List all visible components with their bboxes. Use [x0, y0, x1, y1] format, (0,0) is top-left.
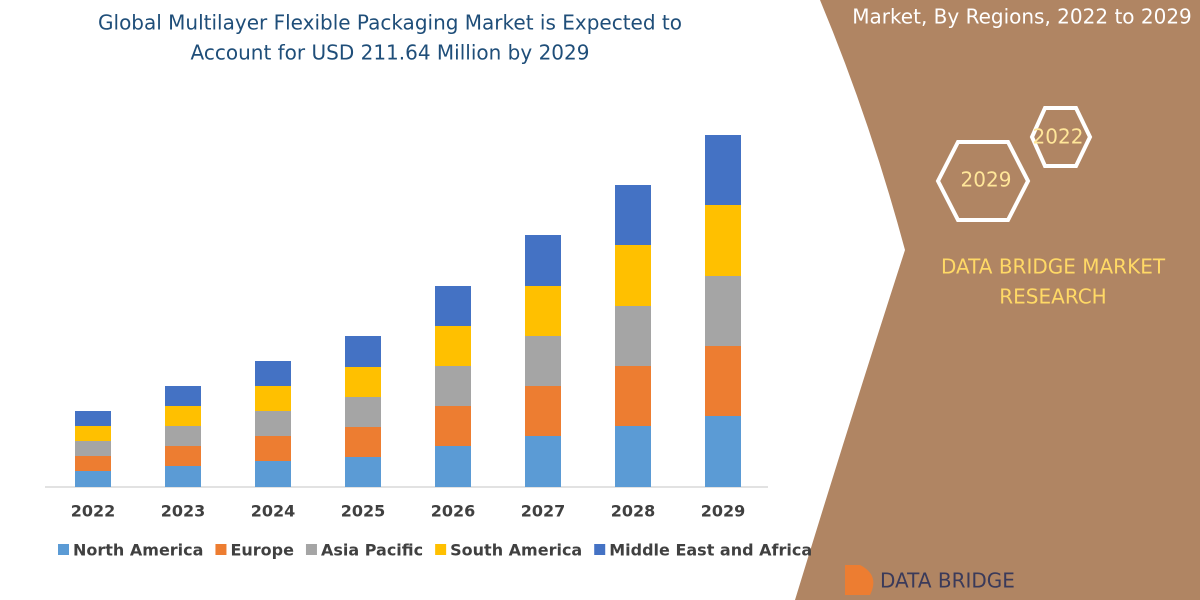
bar-segment	[165, 426, 201, 446]
legend-swatch	[58, 544, 69, 555]
legend-swatch	[594, 544, 606, 555]
legend-swatch	[215, 544, 227, 555]
x-tick-label: 2025	[341, 502, 386, 521]
legend-label: Asia Pacific	[321, 541, 423, 560]
logo-icon	[845, 565, 874, 595]
bar-segment	[615, 306, 651, 366]
bar-segment	[705, 276, 741, 346]
bar-segment	[525, 286, 561, 336]
bar-segment	[705, 416, 741, 487]
bar-segment	[255, 411, 291, 436]
legend-swatch	[435, 544, 447, 555]
bar-segment	[435, 326, 471, 366]
chart-title: Global Multilayer Flexible Packaging Mar…	[98, 11, 682, 35]
bar-segment	[165, 466, 201, 487]
x-tick-label: 2026	[431, 502, 476, 521]
bar-segment	[345, 367, 381, 397]
x-tick-label: 2028	[611, 502, 656, 521]
bar-segment	[615, 426, 651, 487]
x-tick-label: 2024	[251, 502, 296, 521]
legend-label: North America	[73, 541, 203, 560]
badge: 2022	[1033, 125, 1084, 149]
bar-segment	[615, 185, 651, 245]
bar-segment	[705, 135, 741, 205]
bar-segment	[525, 436, 561, 487]
bar-segment	[615, 366, 651, 426]
x-tick-label: 2023	[161, 502, 206, 521]
x-tick-label: 2022	[71, 502, 116, 521]
bar-segment	[255, 361, 291, 386]
bar-segment	[255, 386, 291, 411]
x-tick-label: 2027	[521, 502, 566, 521]
bar-segment	[435, 286, 471, 326]
bar-segment	[345, 457, 381, 487]
chart-title: Account for USD 211.64 Million by 2029	[191, 41, 590, 65]
bar-segment	[75, 426, 111, 441]
bar-segment	[255, 461, 291, 487]
hexagon	[1029, 106, 1093, 168]
bar-segment	[345, 397, 381, 427]
bar-segment	[75, 456, 111, 471]
bar-segment	[435, 366, 471, 406]
bar-segment	[525, 386, 561, 436]
bar-segment	[345, 427, 381, 457]
bar-segment	[75, 471, 111, 487]
bar-segment	[705, 346, 741, 416]
bar-segment	[435, 406, 471, 446]
bar-segment	[525, 336, 561, 386]
bar-segment	[165, 446, 201, 466]
side-panel	[795, 0, 1200, 600]
hexagon	[935, 140, 1031, 222]
bar-segment	[435, 446, 471, 487]
badge: 2029	[961, 168, 1012, 192]
bar-segment	[165, 386, 201, 406]
bar-segment	[255, 436, 291, 461]
panel-heading: Market, By Regions, 2022 to 2029	[852, 5, 1192, 29]
brand-text: RESEARCH	[999, 285, 1106, 309]
brand-text: DATA BRIDGE MARKET	[941, 255, 1166, 279]
bar-segment	[525, 235, 561, 286]
legend-label: Middle East and Africa	[609, 541, 812, 560]
legend-label: Europe	[230, 541, 294, 560]
bar-segment	[615, 245, 651, 306]
bar-segment	[75, 441, 111, 456]
logo-text: DATA BRIDGE	[880, 569, 1015, 593]
bar-segment	[705, 205, 741, 276]
legend-label: South America	[450, 541, 582, 560]
bar-segment	[75, 411, 111, 426]
legend-swatch	[305, 544, 317, 555]
bar-segment	[165, 406, 201, 426]
x-tick-label: 2029	[701, 502, 746, 521]
bar-segment	[345, 336, 381, 367]
